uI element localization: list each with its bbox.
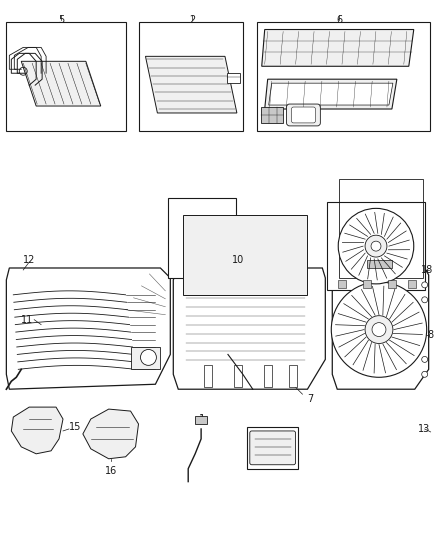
Bar — [363, 280, 371, 288]
Bar — [168, 198, 236, 278]
Text: 13: 13 — [418, 424, 431, 434]
Text: 6: 6 — [336, 14, 342, 25]
Bar — [183, 215, 307, 295]
Text: 18: 18 — [421, 265, 434, 275]
Circle shape — [372, 322, 386, 336]
FancyBboxPatch shape — [250, 431, 296, 465]
Circle shape — [365, 316, 393, 343]
Polygon shape — [332, 268, 429, 389]
Text: 11: 11 — [21, 314, 33, 325]
Circle shape — [422, 372, 427, 377]
Circle shape — [331, 282, 427, 377]
Bar — [195, 416, 207, 424]
Bar — [339, 179, 423, 278]
Bar — [338, 280, 346, 288]
Bar — [367, 260, 392, 268]
Bar — [247, 427, 298, 469]
Polygon shape — [268, 83, 393, 105]
Bar — [234, 365, 242, 387]
Polygon shape — [83, 409, 138, 459]
Bar — [131, 348, 160, 369]
Polygon shape — [173, 268, 325, 389]
Circle shape — [422, 357, 427, 362]
Polygon shape — [262, 29, 414, 66]
Bar — [257, 21, 430, 131]
Polygon shape — [11, 407, 63, 454]
Bar — [7, 21, 126, 131]
Text: 7: 7 — [307, 394, 314, 404]
Polygon shape — [227, 73, 240, 83]
Text: 4: 4 — [271, 454, 277, 464]
Bar — [388, 280, 396, 288]
Bar — [138, 21, 243, 131]
Bar — [289, 365, 297, 387]
Circle shape — [422, 297, 427, 303]
Polygon shape — [265, 79, 397, 109]
Text: 10: 10 — [232, 255, 244, 265]
Circle shape — [422, 282, 427, 288]
Polygon shape — [21, 61, 101, 106]
Text: 5: 5 — [58, 14, 64, 25]
Text: 15: 15 — [69, 422, 81, 432]
Bar — [261, 107, 283, 123]
Text: 8: 8 — [427, 329, 434, 340]
Circle shape — [141, 350, 156, 365]
Bar — [408, 280, 416, 288]
FancyBboxPatch shape — [286, 104, 320, 126]
Polygon shape — [145, 56, 237, 113]
Text: 1: 1 — [199, 414, 205, 424]
Circle shape — [371, 241, 381, 251]
Bar — [264, 365, 272, 387]
Circle shape — [365, 235, 387, 257]
Circle shape — [338, 208, 414, 284]
Text: 2: 2 — [189, 14, 195, 25]
Polygon shape — [7, 268, 170, 389]
Text: 16: 16 — [105, 466, 117, 476]
Bar — [204, 365, 212, 387]
Text: 12: 12 — [23, 255, 35, 265]
FancyBboxPatch shape — [292, 107, 315, 123]
Bar — [327, 203, 425, 290]
